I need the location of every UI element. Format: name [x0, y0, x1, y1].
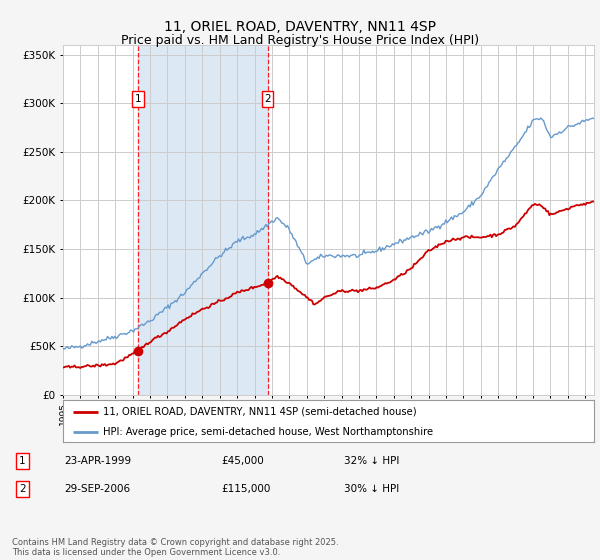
Text: 23-APR-1999: 23-APR-1999	[64, 456, 131, 466]
Text: £115,000: £115,000	[221, 484, 271, 494]
Text: 1: 1	[19, 456, 26, 466]
Text: 30% ↓ HPI: 30% ↓ HPI	[344, 484, 399, 494]
Bar	[138, 45, 268, 395]
Text: 11, ORIEL ROAD, DAVENTRY, NN11 4SP (semi-detached house): 11, ORIEL ROAD, DAVENTRY, NN11 4SP (semi…	[103, 407, 416, 417]
Text: 2: 2	[264, 94, 271, 104]
Text: 2: 2	[19, 484, 26, 494]
Text: Contains HM Land Registry data © Crown copyright and database right 2025.
This d: Contains HM Land Registry data © Crown c…	[12, 538, 338, 557]
Text: 29-SEP-2006: 29-SEP-2006	[64, 484, 131, 494]
Text: 1: 1	[135, 94, 142, 104]
Text: 32% ↓ HPI: 32% ↓ HPI	[344, 456, 399, 466]
Text: Price paid vs. HM Land Registry's House Price Index (HPI): Price paid vs. HM Land Registry's House …	[121, 34, 479, 46]
Text: £45,000: £45,000	[221, 456, 264, 466]
Text: HPI: Average price, semi-detached house, West Northamptonshire: HPI: Average price, semi-detached house,…	[103, 427, 433, 437]
Text: 11, ORIEL ROAD, DAVENTRY, NN11 4SP: 11, ORIEL ROAD, DAVENTRY, NN11 4SP	[164, 20, 436, 34]
